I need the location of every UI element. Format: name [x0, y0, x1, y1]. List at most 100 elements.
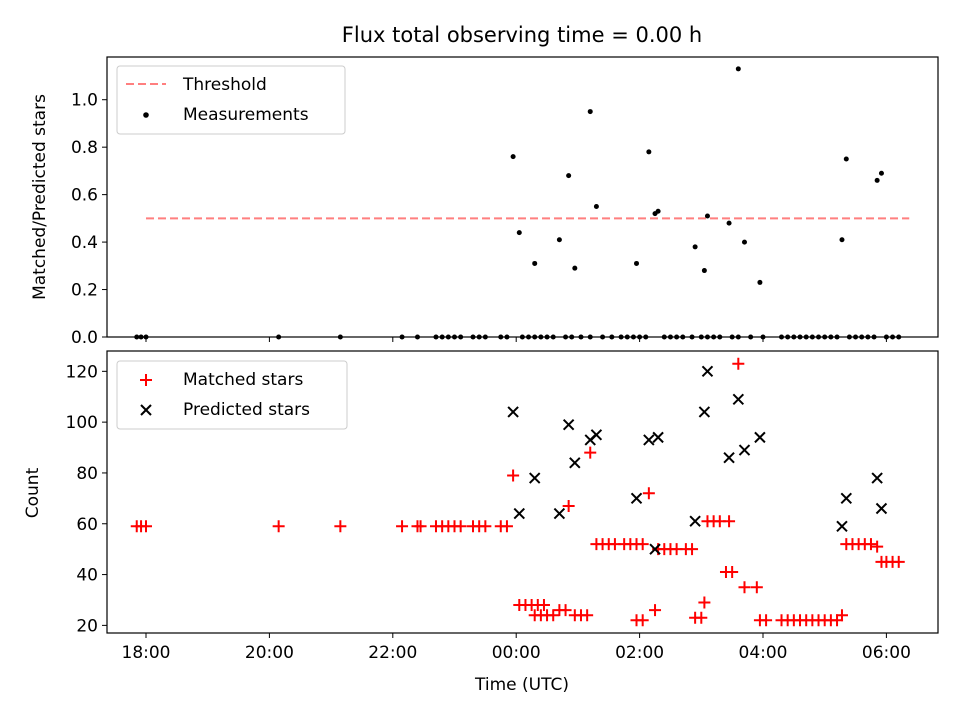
predicted-legend-swatch: [140, 404, 152, 416]
matched-star-point: [414, 520, 427, 533]
measurement-point: [566, 173, 572, 179]
matched-star-point: [871, 540, 884, 553]
measurement-point: [634, 260, 640, 266]
top-legend: Threshold Measurements: [116, 65, 346, 135]
measurement-point: [516, 230, 522, 236]
bottom-x-tick-label: 06:00: [862, 643, 911, 663]
matched-star-point: [892, 555, 905, 568]
predicted-star-point: [569, 457, 581, 469]
bottom-y-tick-label: 40: [76, 566, 98, 586]
measurement-point: [757, 279, 763, 285]
predicted-star-point: [643, 434, 655, 446]
bottom-y-tick-label: 20: [76, 616, 98, 636]
measurement-point: [874, 177, 880, 183]
bottom-x-tick-label: 02:00: [615, 643, 664, 663]
threshold-legend-label: Threshold: [182, 75, 267, 95]
matched-star-point: [760, 614, 773, 627]
predicted-star-point: [553, 507, 566, 520]
matched-star-point: [835, 609, 848, 622]
bottom-y-tick-label: 100: [66, 413, 98, 433]
matched-star-point: [559, 604, 572, 617]
matched-star-point: [636, 538, 649, 551]
predicted-star-point: [871, 472, 883, 484]
measurement-point: [655, 208, 661, 214]
predicted-star-point: [529, 472, 541, 484]
matched-star-point: [581, 609, 594, 622]
bottom-x-tick-label: 04:00: [739, 643, 788, 663]
matched-star-point: [479, 520, 492, 533]
matched-star-point: [723, 515, 736, 528]
measurements-legend-label: Measurements: [183, 105, 309, 125]
top-axes-frame: [106, 56, 939, 338]
matched-star-point: [507, 469, 520, 482]
matched-star-point: [500, 520, 513, 533]
bottom-x-tick-label: 18:00: [122, 643, 171, 663]
matched-legend-swatch: [140, 374, 152, 386]
matched-star-point: [537, 599, 550, 612]
predicted-legend-label: Predicted stars: [183, 400, 310, 420]
bottom-legend-frame: [116, 360, 348, 430]
top-chart-title: Flux total observing time = 0.00 h: [342, 23, 702, 47]
measurement-point: [587, 109, 593, 115]
bottom-y-tick-label: 120: [66, 362, 98, 382]
measurements-legend-swatch: [143, 112, 149, 118]
matched-star-point: [750, 581, 763, 594]
top-y-axis-label: Matched/Predicted stars: [30, 94, 50, 300]
predicted-star-point: [562, 418, 575, 431]
matched-star-point: [732, 357, 745, 370]
matched-star-point: [649, 604, 662, 617]
bottom-y-tick-label: 80: [76, 464, 98, 484]
measurement-point: [843, 156, 849, 162]
matched-star-point: [738, 581, 751, 594]
measurement-point: [839, 237, 845, 243]
matched-star-point: [272, 520, 285, 533]
bottom-x-tick-label: 00:00: [492, 643, 541, 663]
predicted-star-point: [698, 406, 711, 418]
bottom-x-tick-label: 22:00: [368, 643, 417, 663]
measurement-point: [692, 244, 698, 250]
matched-star-point: [584, 446, 597, 459]
predicted-star-point: [689, 515, 701, 527]
predicted-star-point: [649, 543, 661, 555]
matched-star-point: [454, 520, 467, 533]
measurement-point: [701, 268, 707, 274]
top-y-tick-label: 0.2: [71, 281, 98, 301]
bottom-axes-frame: [106, 350, 939, 634]
predicted-star-point: [840, 492, 853, 505]
bottom-x-axis-label: Time (UTC): [474, 675, 569, 695]
bottom-legend: Matched stars Predicted stars: [116, 360, 348, 430]
matched-star-point: [642, 487, 655, 500]
predicted-star-point: [732, 393, 745, 405]
matched-star-point: [140, 520, 152, 533]
measurement-point: [726, 220, 732, 226]
top-legend-frame: [116, 65, 346, 135]
predicted-star-point: [875, 502, 888, 515]
matched-star-point: [636, 614, 649, 627]
predicted-star-point: [754, 431, 766, 444]
measurement-point: [878, 170, 884, 176]
predicted-star-point: [507, 406, 519, 418]
measurement-point: [735, 66, 741, 72]
predicted-star-point: [630, 492, 643, 505]
predicted-star-point: [701, 365, 714, 378]
matched-star-point: [396, 520, 409, 533]
measurement-point: [532, 260, 538, 266]
measurement-point: [704, 213, 710, 219]
matched-star-point: [695, 611, 708, 624]
predicted-star-point: [836, 520, 848, 533]
predicted-star-point: [652, 431, 664, 444]
top-y-tick-label: 0.0: [71, 328, 98, 348]
measurement-point: [556, 237, 562, 243]
matched-star-point: [686, 543, 699, 556]
predicted-star-point: [590, 429, 603, 441]
measurement-point: [593, 203, 599, 209]
top-y-tick-label: 0.4: [71, 233, 98, 253]
top-y-tick-label: 1.0: [71, 91, 98, 111]
top-y-tick-label: 0.6: [71, 186, 98, 206]
measurement-point: [741, 239, 747, 245]
measurement-point: [572, 265, 578, 271]
matched-star-point: [334, 520, 347, 533]
matched-star-point: [547, 609, 560, 622]
matched-star-point: [864, 538, 877, 551]
